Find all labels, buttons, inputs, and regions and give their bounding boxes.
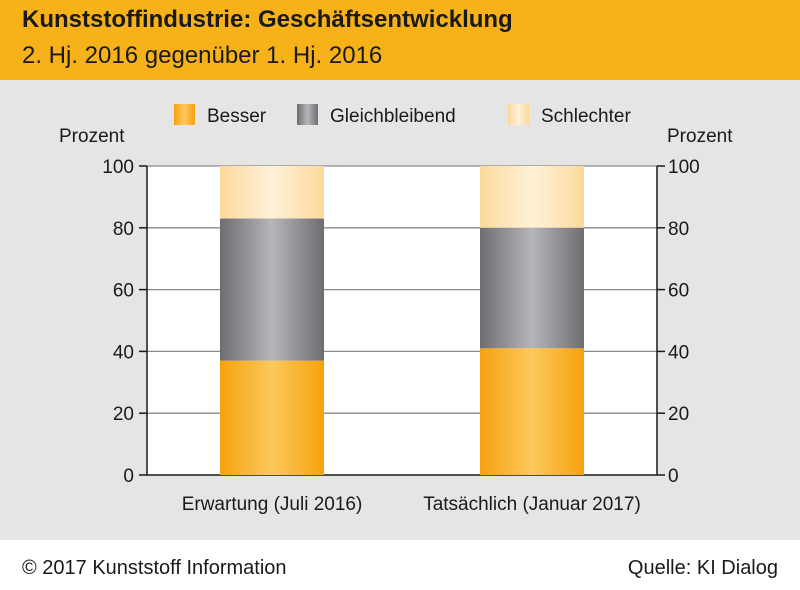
y-tick-label-right: 100 bbox=[668, 157, 700, 178]
bar-gleichbleibend bbox=[480, 227, 584, 349]
y-tick-label-right: 0 bbox=[668, 466, 679, 487]
bar-besser bbox=[480, 348, 584, 475]
bar-gleichbleibend bbox=[220, 218, 324, 361]
y-tick-label-left: 100 bbox=[102, 157, 134, 178]
legend-swatch-gleichbleibend bbox=[297, 104, 318, 125]
legend-label-besser: Besser bbox=[207, 106, 267, 127]
y-tick-label-left: 20 bbox=[113, 404, 134, 425]
bar-schlechter bbox=[220, 166, 324, 219]
legend-swatch-besser bbox=[174, 104, 195, 125]
y-tick-label-left: 0 bbox=[123, 466, 134, 487]
y-tick-label-left: 40 bbox=[113, 342, 134, 363]
y-tick-label-right: 40 bbox=[668, 342, 689, 363]
header-banner: Kunststoffindustrie: Geschäftsentwicklun… bbox=[0, 0, 800, 80]
legend-label-schlechter: Schlechter bbox=[541, 106, 631, 127]
y-tick-label-right: 20 bbox=[668, 404, 689, 425]
y-tick-label-right: 80 bbox=[668, 219, 689, 240]
bar-schlechter bbox=[480, 166, 584, 228]
y-axis-label-left: Prozent bbox=[59, 126, 125, 147]
y-axis-label-right: Prozent bbox=[667, 126, 733, 147]
chart-subtitle: 2. Hj. 2016 gegenüber 1. Hj. 2016 bbox=[22, 42, 383, 69]
chart-title: Kunststoffindustrie: Geschäftsentwicklun… bbox=[22, 6, 513, 33]
source-text: Quelle: KI Dialog bbox=[627, 557, 778, 579]
y-tick-label-left: 80 bbox=[113, 219, 134, 240]
x-tick-label: Erwartung (Juli 2016) bbox=[182, 494, 363, 515]
y-tick-label-right: 60 bbox=[668, 281, 689, 302]
copyright-text: © 2017 Kunststoff Information bbox=[22, 557, 287, 579]
x-tick-label: Tatsächlich (Januar 2017) bbox=[423, 494, 641, 515]
legend-label-gleichbleibend: Gleichbleibend bbox=[330, 106, 456, 127]
legend-swatch-schlechter bbox=[508, 104, 529, 125]
y-tick-label-left: 60 bbox=[113, 281, 134, 302]
bar-besser bbox=[220, 360, 324, 475]
